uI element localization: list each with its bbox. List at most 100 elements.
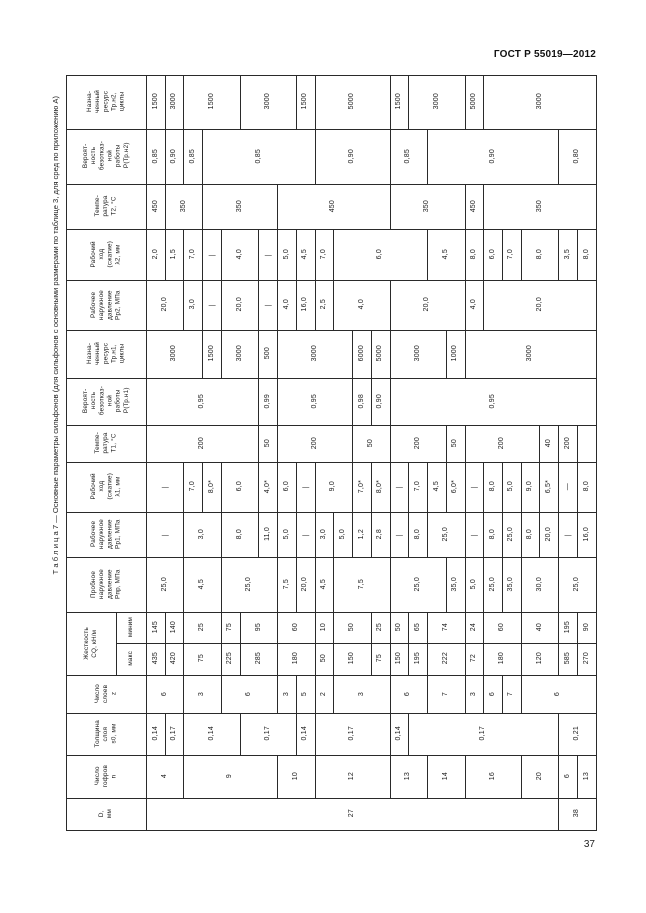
cell-resurs-Tdn2-8: 5000 xyxy=(464,75,485,130)
cell-veroyatnost-Tdn2-6-text: 0,90 xyxy=(488,148,496,164)
cell-zhestkost-minim-8-text: 25 xyxy=(376,622,384,632)
cell-chislo-sloev-6: 3 xyxy=(333,675,391,714)
cell-zhestkost-maks-3: 225 xyxy=(220,643,241,676)
cell-probnoe-davlenie-Ppr-5-text: 4,5 xyxy=(320,578,328,590)
cell-zhestkost-maks-3-text: 225 xyxy=(226,652,234,665)
cell-chislo-gofrov-6: 16 xyxy=(464,755,522,799)
cell-zhestkost-maks-11: 222 xyxy=(427,643,466,676)
cell-rabochee-davlenie-Pp1-16: 8,0 xyxy=(520,512,541,558)
cell-zhestkost-minim-11-text: 74 xyxy=(441,622,449,632)
cell-rabochee-davlenie-Pp1-2: 8,0 xyxy=(220,512,260,558)
cell-chislo-sloev-1-text: 3 xyxy=(198,691,206,696)
cell-rabochee-davlenie-Pp1-19: 16,0 xyxy=(576,512,598,558)
cell-chislo-sloev-11-text: 7 xyxy=(507,691,515,696)
cell-rabochiy-hod-lambda1-7: 9,0 xyxy=(314,462,354,513)
cell-rabochiy-hod-lambda1-20: 8,0 xyxy=(576,462,598,513)
cell-resurs-Tdn2-7-text: 3000 xyxy=(432,93,440,110)
cell-rabochiy-hod-lambda2-15-text: 3,5 xyxy=(563,248,571,260)
cell-rabochiy-hod-lambda2-4: 4,0 xyxy=(220,229,260,281)
cell-rabochiy-hod-lambda2-0: 2,0 xyxy=(146,229,166,281)
cell-rabochiy-hod-lambda1-1: 7,0 xyxy=(183,462,204,513)
cell-rabochee-davlenie-Pp2-6: 16,0 xyxy=(295,280,316,331)
cell-chislo-gofrov-0: 4 xyxy=(146,755,185,799)
cell-probnoe-davlenie-Ppr-7-text: 25,0 xyxy=(413,576,421,592)
cell-tolschina-sloya-4-text: 0,14 xyxy=(301,726,309,741)
cell-resurs-Tdn1-3: 500 xyxy=(258,330,279,379)
cell-zhestkost-maks-16-text: 270 xyxy=(582,652,590,665)
cell-tolschina-sloya-8: 0,21 xyxy=(558,713,597,756)
cell-rabochiy-hod-lambda1-20-text: 8,0 xyxy=(582,481,590,492)
cell-veroyatnost-Tdn2-7-text: 0,80 xyxy=(573,148,581,164)
cell-rabochiy-hod-lambda1-9: 8,0* xyxy=(370,462,391,513)
table-title: Т а б л и ц а 7 — Основные параметры сил… xyxy=(49,96,64,860)
cell-resurs-Tdn1-2-text: 3000 xyxy=(235,345,243,362)
row-header-probnoe-davlenie-Ppr-text: Пробное наружное давление Рпр, МПа xyxy=(90,569,122,599)
cell-probnoe-davlenie-Ppr-0-text: 25,0 xyxy=(160,576,168,592)
row-header-zhestkost-minim-text: Жесткость СQ, кН/м xyxy=(83,626,99,660)
cell-chislo-sloev-2-text: 6 xyxy=(245,691,253,696)
cell-temperatura-T2-4-text: 350 xyxy=(423,199,431,213)
cell-diametr-D-0: 27 xyxy=(146,798,560,831)
cell-temperatura-T2-3: 450 xyxy=(277,184,391,230)
cell-rabochiy-hod-lambda2-14-text: 8,0 xyxy=(535,248,543,260)
cell-tolschina-sloya-7-text: 0,17 xyxy=(479,726,487,741)
cell-zhestkost-maks-1: 420 xyxy=(164,643,185,676)
cell-zhestkost-minim-5: 60 xyxy=(277,612,316,644)
cell-chislo-sloev-4-text: 5 xyxy=(301,691,309,696)
cell-diametr-D-0-text: 27 xyxy=(348,809,356,818)
cell-diametr-D-1: 38 xyxy=(558,798,597,831)
cell-zhestkost-minim-1: 140 xyxy=(164,612,185,644)
cell-zhestkost-maks-16: 270 xyxy=(576,643,598,676)
cell-resurs-Tdn2-0-text: 1500 xyxy=(151,93,159,110)
cell-resurs-Tdn1-1-text: 1500 xyxy=(207,345,215,362)
cell-rabochee-davlenie-Pp2-11-text: 20,0 xyxy=(535,297,543,312)
row-header-resurs-Tdn1-text: Назна- ченный ресурс Тр.н1, циклы xyxy=(86,342,126,365)
cell-probnoe-davlenie-Ppr-8: 35,0 xyxy=(445,557,466,613)
cell-chislo-sloev-3-text: 3 xyxy=(282,691,290,696)
cell-zhestkost-minim-6: 10 xyxy=(314,612,335,644)
cell-rabochiy-hod-lambda2-16-text: 8,0 xyxy=(582,248,590,260)
cell-rabochiy-hod-lambda1-2-text: 8,0* xyxy=(207,479,215,494)
cell-rabochee-davlenie-Pp1-18: — xyxy=(558,512,578,558)
cell-resurs-Tdn2-4-text: 1500 xyxy=(301,93,309,110)
cell-zhestkost-maks-8: 75 xyxy=(370,643,391,676)
cell-zhestkost-minim-9-text: 50 xyxy=(395,622,403,632)
cell-rabochiy-hod-lambda1-7-text: 9,0 xyxy=(329,481,337,492)
cell-rabochee-davlenie-Pp2-0-text: 20,0 xyxy=(160,297,168,312)
cell-rabochee-davlenie-Pp1-9: 2,8 xyxy=(370,512,391,558)
cell-rabochiy-hod-lambda2-2-text: 7,0 xyxy=(188,248,196,260)
cell-zhestkost-minim-16-text: 90 xyxy=(582,622,590,632)
cell-resurs-Tdn2-6-text: 1500 xyxy=(395,93,403,110)
cell-rabochee-davlenie-Pp1-14: 8,0 xyxy=(483,512,503,558)
cell-temperatura-T2-1: 350 xyxy=(164,184,204,230)
row-header-chislo-gofrov-text: Число гофров n xyxy=(94,764,118,788)
cell-temperatura-T1-3-text: 50 xyxy=(366,438,374,448)
cell-rabochiy-hod-lambda1-5: 6,0 xyxy=(277,462,297,513)
cell-rabochiy-hod-lambda2-11: 8,0 xyxy=(464,229,485,281)
cell-rabochee-davlenie-Pp2-2: — xyxy=(202,280,222,331)
cell-chislo-gofrov-8-text: 6 xyxy=(563,774,571,779)
cell-temperatura-T2-0: 450 xyxy=(146,184,166,230)
cell-temperatura-T1-1-text: 50 xyxy=(263,438,271,448)
cell-rabochee-davlenie-Pp1-8-text: 1,2 xyxy=(357,528,365,540)
cell-resurs-Tdn1-3-text: 500 xyxy=(263,347,271,360)
cell-veroyatnost-Tdn2-1: 0,90 xyxy=(164,129,185,185)
cell-resurs-Tdn1-8-text: 1000 xyxy=(451,345,459,362)
cell-rabochee-davlenie-Pp1-8: 1,2 xyxy=(352,512,372,558)
cell-rabochee-davlenie-Pp1-10: — xyxy=(389,512,410,558)
cell-veroyatnost-Tdn1-0-text: 0,95 xyxy=(198,393,206,409)
cell-zhestkost-maks-2: 75 xyxy=(183,643,222,676)
cell-chislo-gofrov-5: 14 xyxy=(427,755,466,799)
cell-tolschina-sloya-1: 0,17 xyxy=(164,713,185,756)
row-header-temperatura-T2-text: Темпе- ратура Т2, °С xyxy=(94,195,118,217)
cell-veroyatnost-Tdn1-2-text: 0,95 xyxy=(310,393,318,409)
cell-rabochee-davlenie-Pp1-4: 5,0 xyxy=(277,512,297,558)
cell-rabochee-davlenie-Pp2-9-text: 20,0 xyxy=(423,297,431,312)
cell-veroyatnost-Tdn2-2: 0,85 xyxy=(183,129,204,185)
cell-rabochee-davlenie-Pp1-2-text: 8,0 xyxy=(235,528,243,540)
cell-zhestkost-maks-9: 150 xyxy=(389,643,410,676)
cell-veroyatnost-Tdn2-4: 0,90 xyxy=(314,129,391,185)
band-diametr-D: D, мм 27 38 xyxy=(65,798,597,831)
row-header-temperatura-T1-text: Темпе- ратура Т1, °С xyxy=(94,432,118,454)
cell-rabochiy-hod-lambda1-11: 7,0 xyxy=(408,462,429,513)
